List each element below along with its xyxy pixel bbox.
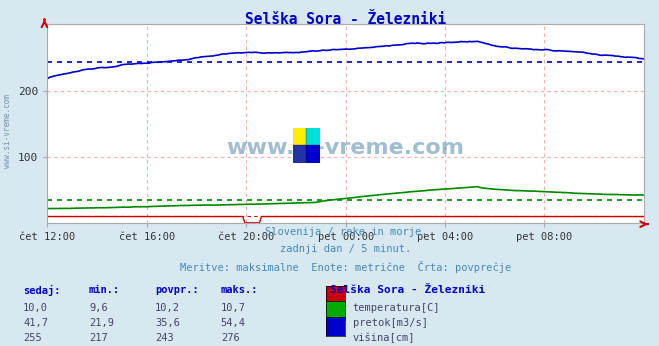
Text: Meritve: maksimalne  Enote: metrične  Črta: povprečje: Meritve: maksimalne Enote: metrične Črta… — [181, 261, 511, 273]
Text: 9,6: 9,6 — [89, 303, 107, 313]
Text: 276: 276 — [221, 333, 239, 343]
Bar — [306, 145, 320, 163]
Text: sedaj:: sedaj: — [23, 285, 61, 297]
Text: 10,7: 10,7 — [221, 303, 246, 313]
Text: 217: 217 — [89, 333, 107, 343]
Text: temperatura[C]: temperatura[C] — [353, 303, 440, 313]
Text: 255: 255 — [23, 333, 42, 343]
Text: 10,2: 10,2 — [155, 303, 180, 313]
Text: 10,0: 10,0 — [23, 303, 48, 313]
Bar — [293, 145, 306, 163]
Text: Selška Sora - Železniki: Selška Sora - Železniki — [330, 285, 485, 295]
Text: 21,9: 21,9 — [89, 318, 114, 328]
Bar — [293, 128, 306, 145]
Text: www.si-vreme.com: www.si-vreme.com — [3, 94, 13, 169]
Text: pretok[m3/s]: pretok[m3/s] — [353, 318, 428, 328]
Text: 41,7: 41,7 — [23, 318, 48, 328]
Text: 54,4: 54,4 — [221, 318, 246, 328]
Text: 35,6: 35,6 — [155, 318, 180, 328]
Bar — [306, 128, 320, 145]
Text: maks.:: maks.: — [221, 285, 258, 295]
Text: višina[cm]: višina[cm] — [353, 333, 415, 343]
Text: povpr.:: povpr.: — [155, 285, 198, 295]
Text: Slovenija / reke in morje.: Slovenija / reke in morje. — [265, 227, 427, 237]
Text: 243: 243 — [155, 333, 173, 343]
Text: min.:: min.: — [89, 285, 120, 295]
Text: Selška Sora - Železniki: Selška Sora - Železniki — [245, 12, 447, 27]
Text: www.si-vreme.com: www.si-vreme.com — [227, 138, 465, 157]
Text: zadnji dan / 5 minut.: zadnji dan / 5 minut. — [280, 244, 412, 254]
